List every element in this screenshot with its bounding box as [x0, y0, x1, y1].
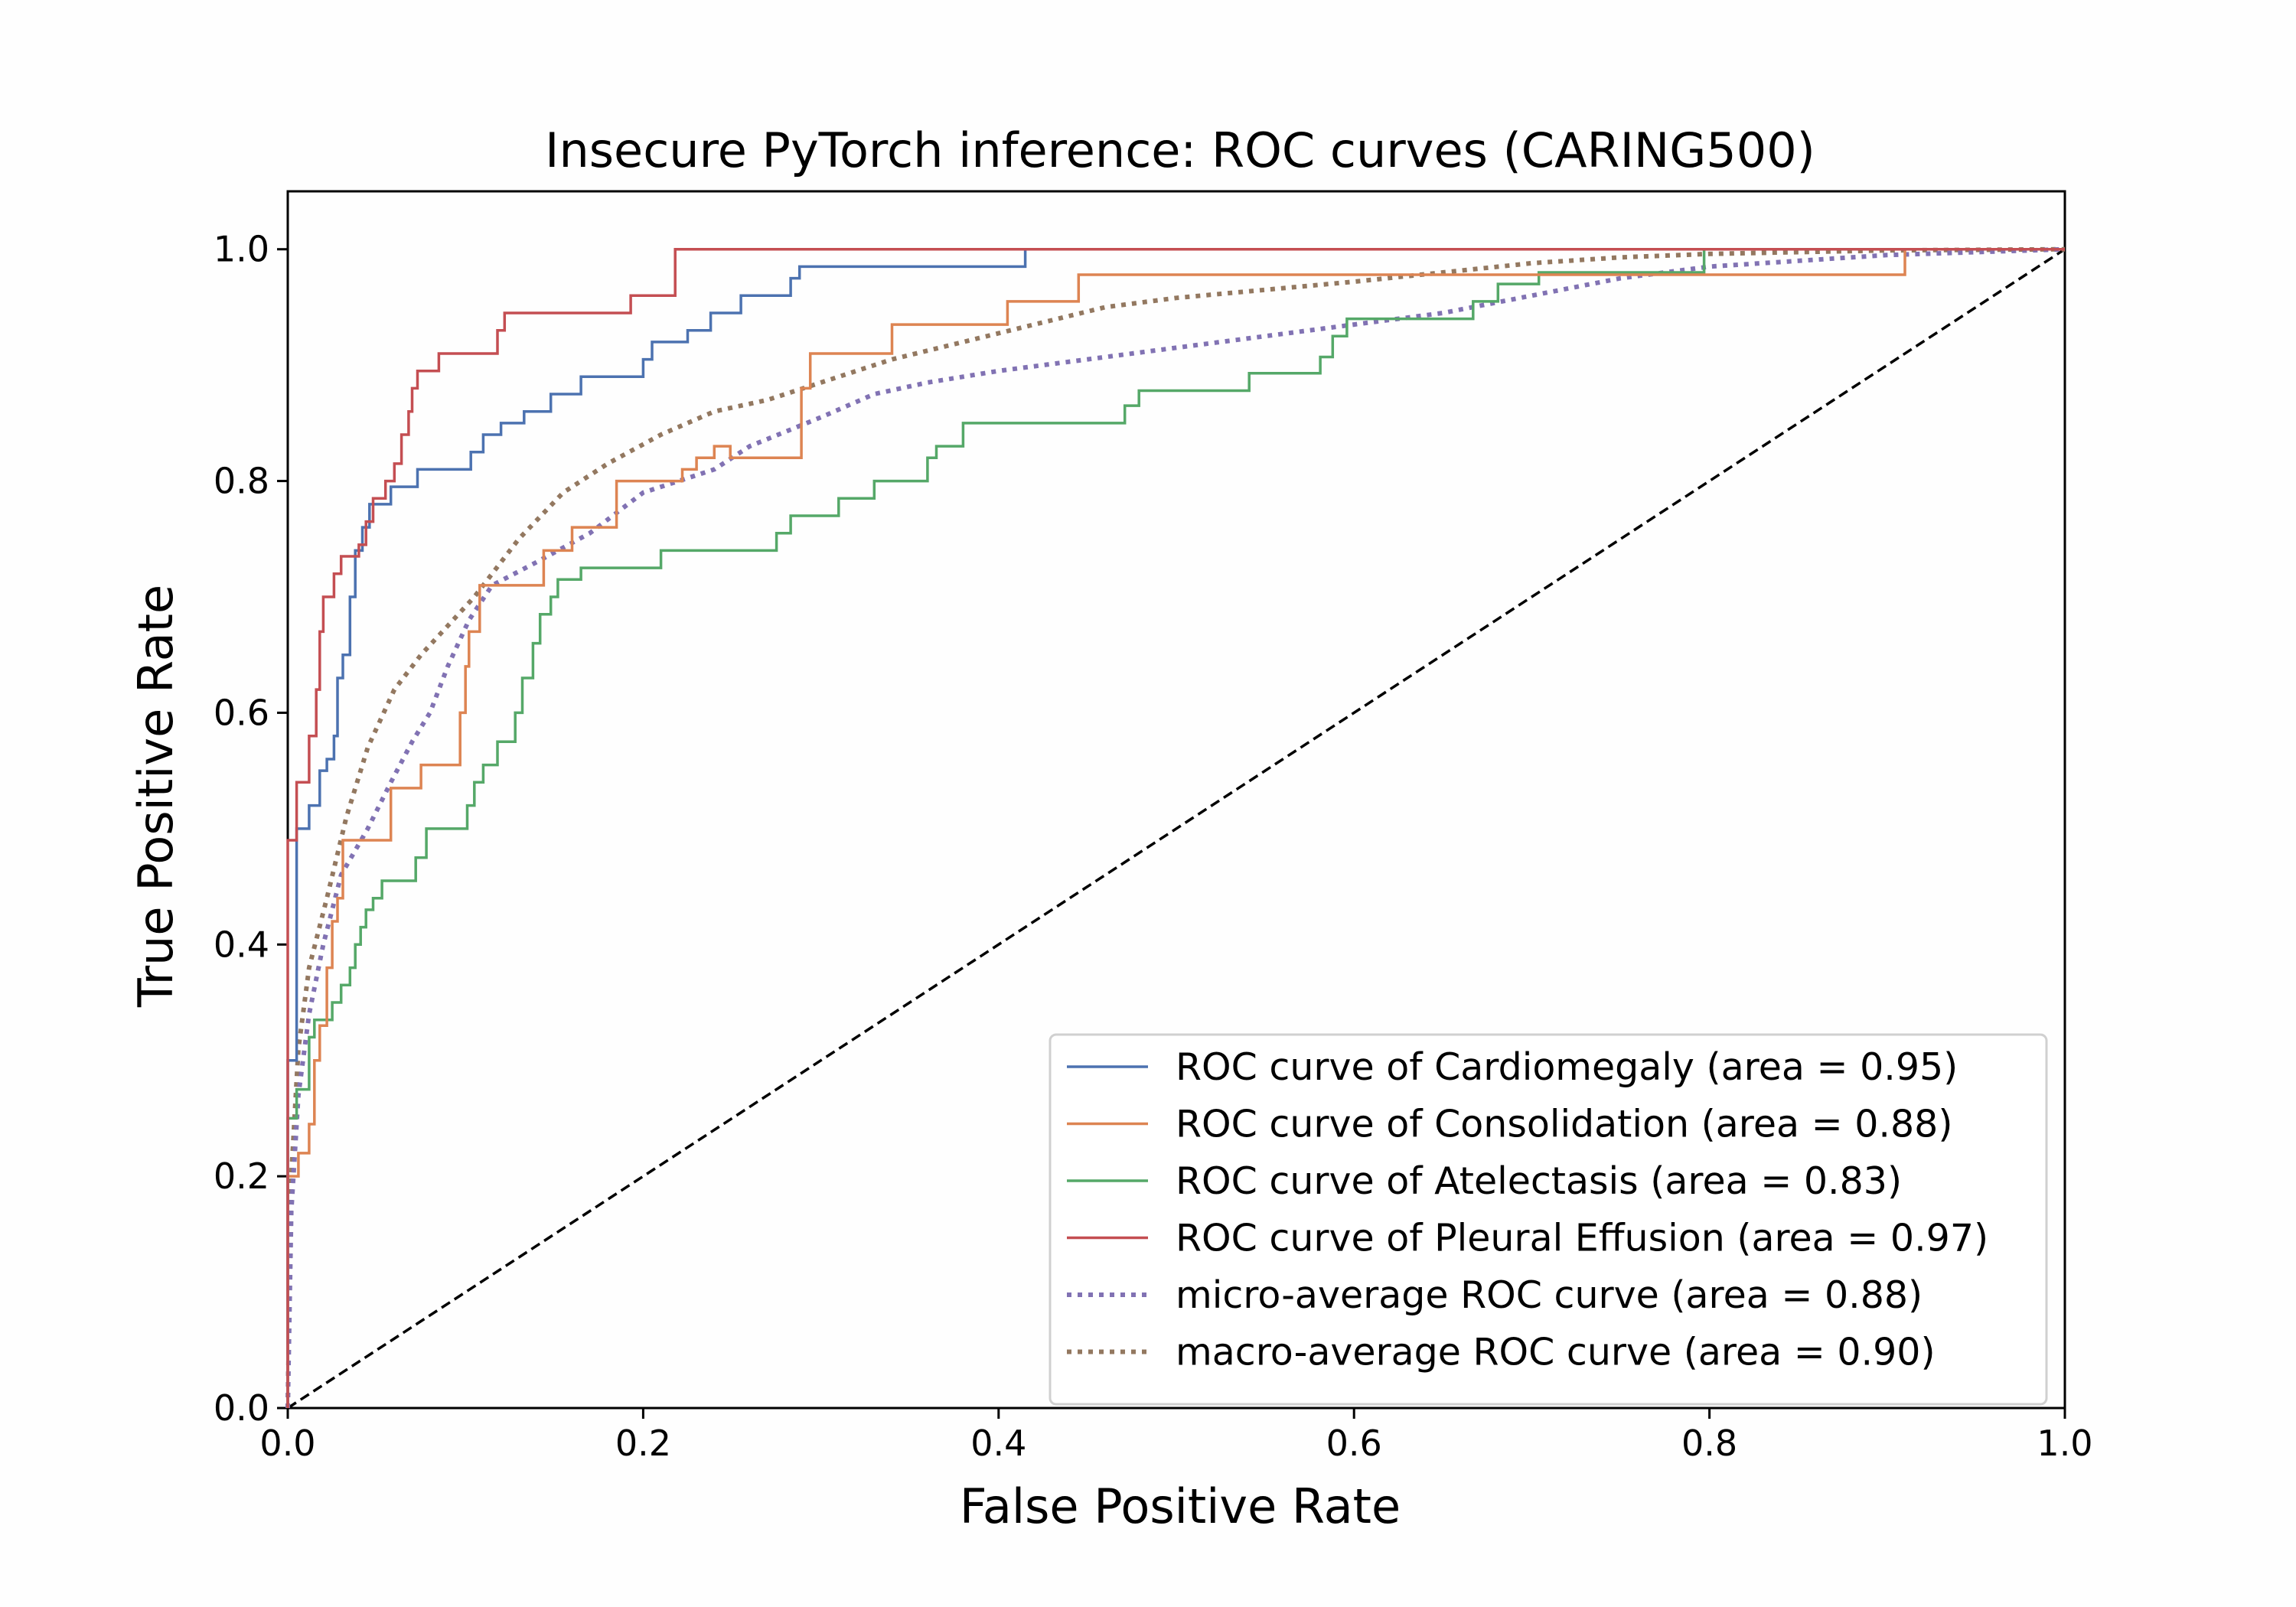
x-axis-label: False Positive Rate [960, 1478, 1401, 1534]
x-axis: 0.0 0.2 0.4 0.6 0.8 1.0 [259, 1408, 2093, 1464]
series-line-pleural-effusion [286, 247, 2065, 1408]
x-tick-label: 0.2 [615, 1423, 671, 1464]
series-line-chance [287, 248, 2066, 1410]
y-tick-label: 0.8 [214, 461, 269, 502]
chart-title: Insecure PyTorch inference: ROC curves (… [545, 122, 1815, 178]
series-line-cardiomegaly [286, 247, 2065, 1408]
y-tick-label: 0.4 [214, 924, 269, 965]
legend-label: ROC curve of Pleural Effusion (area = 0.… [1176, 1217, 1988, 1260]
x-tick-label: 0.0 [259, 1423, 315, 1464]
x-tick-label: 1.0 [2037, 1423, 2092, 1464]
y-tick-label: 1.0 [214, 229, 269, 270]
y-axis: 0.0 0.2 0.4 0.6 0.8 1.0 [214, 229, 288, 1429]
series-line-atelectasis [286, 247, 2065, 1408]
x-tick-label: 0.4 [970, 1423, 1026, 1464]
legend: ROC curve of Cardiomegaly (area = 0.95) R… [1049, 1033, 2048, 1406]
legend-label: macro-average ROC curve (area = 0.90) [1176, 1331, 1936, 1374]
x-tick-label: 0.6 [1326, 1423, 1382, 1464]
series-layer [285, 246, 2066, 1410]
y-tick-label: 0.6 [214, 692, 269, 733]
legend-label: ROC curve of Atelectasis (area = 0.83) [1176, 1159, 1902, 1203]
y-axis-label: True Positive Rate [128, 585, 184, 1008]
legend-label: ROC curve of Consolidation (area = 0.88) [1176, 1103, 1952, 1146]
y-tick-label: 0.2 [214, 1156, 269, 1197]
series-line-consolidation [286, 247, 2065, 1408]
x-tick-label: 0.8 [1681, 1423, 1737, 1464]
y-tick-label: 0.0 [214, 1387, 269, 1429]
legend-box [1049, 1033, 2048, 1406]
legend-label: ROC curve of Cardiomegaly (area = 0.95) [1176, 1045, 1958, 1089]
legend-label: micro-average ROC curve (area = 0.88) [1176, 1273, 1923, 1317]
